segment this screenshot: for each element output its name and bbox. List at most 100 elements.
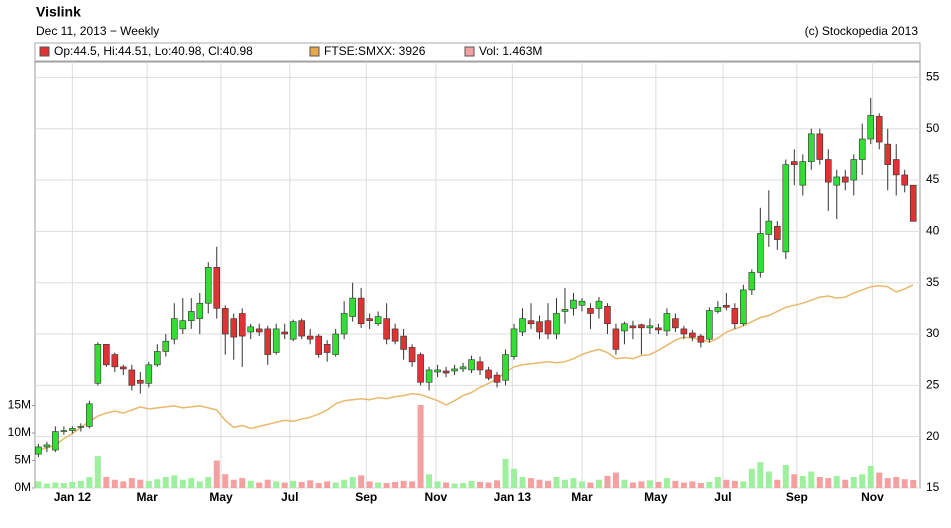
candle-body: [706, 310, 713, 340]
volume-bar: [740, 481, 747, 488]
candle-body: [315, 335, 322, 355]
candle-body: [323, 343, 331, 353]
volume-bar: [256, 482, 263, 488]
y2-tick-label: 5M: [14, 453, 31, 467]
volume-bar: [358, 475, 365, 488]
volume-bar: [315, 483, 322, 488]
volume-bar: [77, 480, 84, 488]
legend-swatch: [309, 46, 320, 57]
candle-body: [204, 267, 212, 304]
candle-body: [519, 318, 526, 333]
candle-body: [587, 308, 594, 314]
legend-label: Op:44.5, Hi:44.51, Lo:40.98, Cl:40.98: [54, 44, 253, 58]
x-tick-label: Jul: [714, 490, 731, 504]
volume-bar: [52, 482, 59, 488]
candle-body: [400, 335, 407, 350]
volume-bar: [714, 477, 721, 488]
volume-bar: [417, 404, 424, 488]
volume-bar: [409, 481, 416, 488]
candle-body: [170, 318, 178, 340]
candle-body: [120, 366, 127, 370]
volume-bar: [655, 481, 662, 488]
candle-body: [238, 313, 246, 337]
candle-body: [145, 364, 153, 384]
candle-body: [196, 302, 204, 319]
candle-body: [655, 327, 662, 331]
volume-bar: [451, 483, 458, 488]
candle-body: [281, 331, 289, 335]
x-tick-label: Sep: [786, 490, 808, 504]
volume-bar: [553, 477, 560, 488]
candle-body: [536, 321, 543, 333]
volume-bar: [765, 471, 772, 488]
volume-bar: [273, 481, 280, 488]
candle-body: [77, 426, 85, 428]
candle-body: [689, 332, 696, 338]
volume-bar: [213, 460, 220, 488]
candle-body: [264, 328, 272, 355]
candle-body: [94, 343, 102, 384]
candle-body: [43, 444, 51, 448]
candle-body: [340, 313, 348, 335]
candle-body: [383, 318, 390, 340]
candle-body: [154, 351, 161, 366]
volume-bar: [460, 483, 467, 488]
volume-bar: [69, 481, 76, 488]
volume-bar: [816, 477, 823, 488]
x-tick-label: Mar: [571, 490, 593, 504]
candle-body: [680, 328, 688, 335]
volume-bar: [35, 481, 42, 488]
volume-bar: [145, 480, 152, 488]
candle-body: [451, 368, 458, 372]
candle-body: [289, 321, 297, 340]
volume-bar: [697, 483, 704, 488]
candle-body: [867, 115, 875, 140]
volume-bar: [307, 480, 314, 488]
candle-body: [858, 138, 866, 160]
candle-body: [757, 233, 764, 273]
candle-body: [672, 318, 679, 329]
volume-bar: [876, 472, 883, 488]
candle-body: [884, 143, 892, 165]
candle-body: [272, 328, 280, 353]
candle-body: [723, 304, 730, 308]
candle-body: [35, 446, 42, 455]
candle-body: [247, 326, 255, 333]
volume-bar: [570, 478, 577, 488]
candle-body: [909, 184, 917, 222]
plot-frame: [34, 61, 921, 489]
candle-body: [595, 300, 603, 309]
y-tick-label: 40: [926, 224, 940, 238]
candle-body: [578, 300, 586, 306]
volume-bar: [528, 478, 535, 488]
legend-swatch: [464, 46, 475, 57]
volume-bar: [400, 480, 407, 488]
candle-body: [442, 370, 450, 374]
y2-tick-label: 0M: [14, 480, 31, 494]
y-tick-label: 25: [926, 378, 940, 392]
candle-body: [230, 318, 238, 338]
volume-bar: [290, 480, 297, 488]
candle-body: [349, 297, 356, 317]
volume-bar: [426, 474, 433, 488]
volume-bar: [782, 464, 789, 488]
candle-body: [86, 403, 93, 427]
volume-bar: [137, 479, 144, 488]
volume-bar: [884, 478, 891, 488]
volume-bar: [485, 482, 492, 488]
candle-body: [663, 313, 671, 332]
volume-bar: [893, 477, 900, 488]
candle-body: [799, 161, 807, 186]
candle-body: [833, 176, 841, 186]
candle-body: [485, 369, 492, 379]
volume-bar: [383, 483, 390, 488]
candle-body: [901, 174, 909, 186]
volume-bar: [179, 479, 186, 488]
x-tick-label: Sep: [355, 490, 377, 504]
volume-bar: [629, 482, 636, 488]
candle-body: [807, 133, 815, 162]
candle-body: [179, 320, 187, 330]
volume-bar: [43, 483, 50, 488]
candle-body: [476, 361, 484, 371]
volume-bar: [196, 481, 203, 488]
